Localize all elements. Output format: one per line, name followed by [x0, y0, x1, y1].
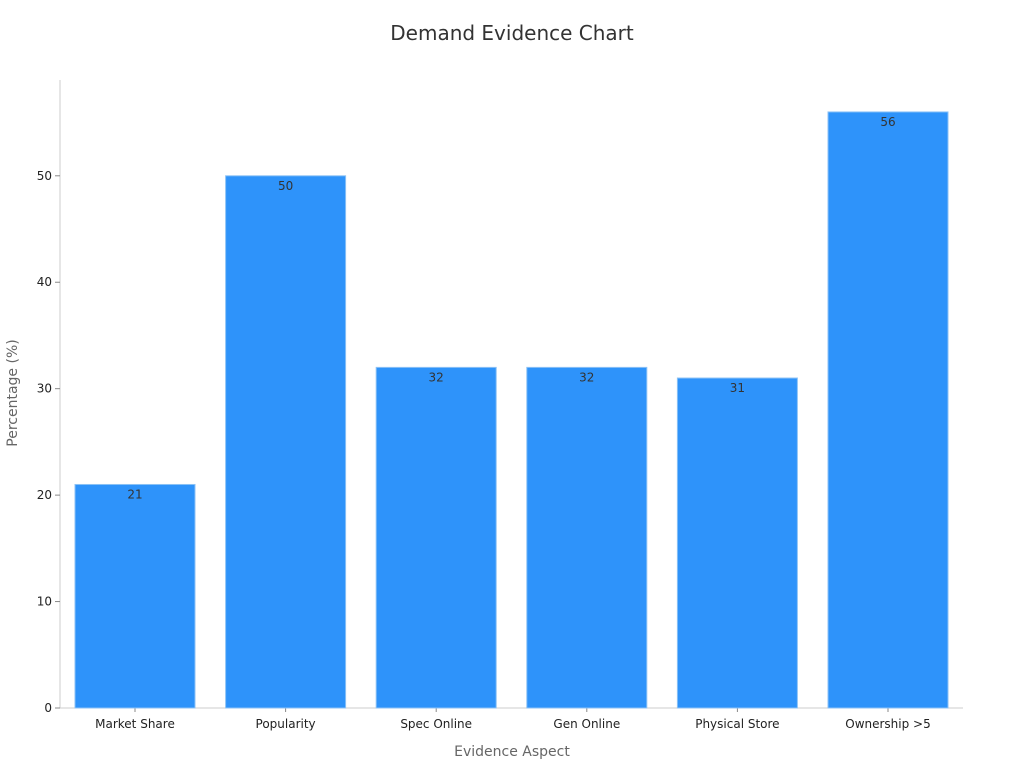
data-label: 32 [429, 370, 444, 384]
data-label: 32 [579, 370, 594, 384]
chart-title: Demand Evidence Chart [390, 21, 634, 45]
x-axis: Market Share Popularity Spec Online Gen Onl… [60, 707, 963, 731]
x-tick-label: Ownership >5 [845, 717, 931, 731]
data-label: 31 [730, 381, 745, 395]
y-tick-label: 20 [37, 488, 52, 502]
data-labels: 21 50 32 32 31 56 [127, 115, 895, 502]
x-tick-label: Gen Online [553, 717, 620, 731]
x-tick-label: Market Share [95, 717, 175, 731]
y-tick-label: 40 [37, 275, 52, 289]
x-tick-label: Spec Online [400, 717, 472, 731]
y-tick-label: 50 [37, 169, 52, 183]
y-axis: 0 10 20 30 40 50 [37, 80, 61, 715]
data-label: 21 [127, 487, 142, 501]
data-label: 56 [880, 115, 895, 129]
data-label: 50 [278, 179, 293, 193]
bar [375, 366, 497, 709]
bar [74, 483, 196, 709]
bars [74, 111, 949, 709]
y-tick-label: 0 [44, 701, 52, 715]
bar [827, 111, 949, 709]
y-axis-title: Percentage (%) [5, 339, 21, 446]
x-tick-label: Popularity [256, 717, 316, 731]
x-tick-label: Physical Store [695, 717, 779, 731]
x-axis-title: Evidence Aspect [454, 744, 570, 760]
y-tick-label: 30 [37, 382, 52, 396]
bar [526, 366, 648, 709]
bar [676, 377, 798, 709]
bar [225, 175, 347, 709]
y-tick-label: 10 [37, 595, 52, 609]
